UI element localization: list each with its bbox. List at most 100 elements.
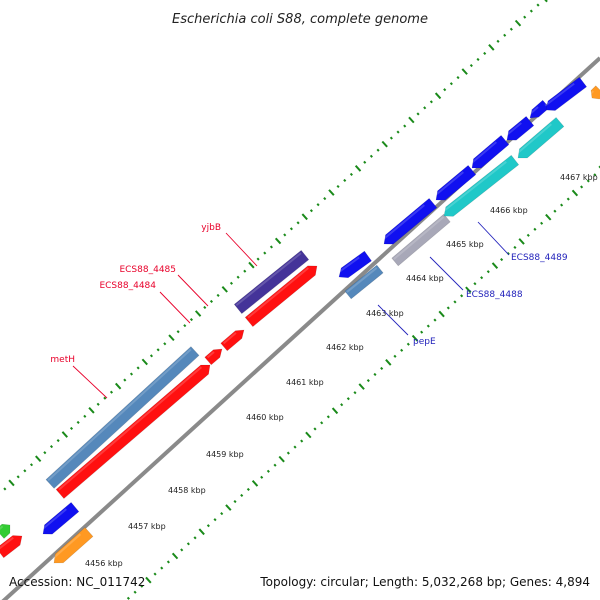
outer-ring-tick: [189, 318, 194, 322]
blue-gene-feature-3: [471, 135, 510, 169]
blue-gene-feature-1: [42, 501, 80, 535]
inner-ring-tick: [571, 189, 579, 197]
outer-ring-tick: [23, 469, 27, 473]
inner-ring-tick: [166, 560, 170, 564]
outer-ring-tick: [114, 382, 122, 390]
inner-ring-tick: [385, 359, 392, 366]
outer-ring-tick: [3, 487, 7, 491]
ECS88_4489-gene-feature: [443, 154, 520, 217]
gene-label: yjbB: [201, 223, 221, 233]
accession-text: Accession: NC_011742: [9, 575, 145, 589]
outer-ring-tick: [203, 305, 207, 310]
green-gene-feature-highlight: [0, 525, 4, 530]
ECS88_4489-gene-feature-highlight: [442, 161, 507, 213]
ECS88_4484-gene-feature-highlight: [206, 351, 215, 359]
outer-ring-tick: [183, 324, 187, 328]
outer-ring-tick: [163, 342, 167, 346]
outer-ring-tick: [289, 227, 293, 231]
blue-gene-feature-3-highlight: [470, 141, 497, 165]
inner-ring-tick: [180, 548, 184, 552]
outer-ring-tick: [248, 261, 255, 269]
inner-ring-tick: [400, 348, 404, 352]
outer-ring-tick: [449, 82, 453, 86]
ECS88_4484-gene-feature: [204, 348, 223, 366]
outer-ring-tick: [469, 63, 473, 68]
outer-ring-tick: [456, 76, 460, 80]
gene-label-leader: [477, 221, 510, 256]
outer-ring-tick: [16, 475, 20, 479]
outer-ring-tick: [209, 299, 214, 303]
cyan-gene-feature-2: [517, 117, 565, 159]
inner-ring-tick: [340, 403, 344, 407]
outer-ring-tick: [109, 390, 114, 394]
inner-ring-tick: [246, 487, 250, 491]
gene-label: pepE: [413, 337, 436, 347]
gene-label: metH: [50, 355, 75, 365]
inner-ring-tick: [353, 391, 357, 395]
metH-cds-feature: [45, 346, 200, 489]
inner-ring-tick: [213, 518, 217, 522]
inner-ring-tick: [198, 528, 205, 536]
metH-gene-feature-highlight: [58, 366, 202, 491]
outer-ring-tick: [274, 237, 282, 245]
gene-label: ECS88_4488: [466, 290, 523, 300]
inner-ring-tick: [506, 251, 510, 256]
outer-ring-tick: [349, 172, 353, 176]
inner-ring-tick: [426, 324, 430, 328]
outer-ring-tick: [461, 68, 468, 75]
inner-ring-tick: [133, 590, 137, 594]
inner-ring-tick: [560, 203, 564, 207]
blue-gene-feature-2: [435, 164, 477, 201]
outer-ring-tick: [136, 366, 140, 370]
inner-ring-tick: [293, 445, 297, 449]
inner-ring-tick: [240, 493, 244, 498]
ECS88_4488-gene-feature: [383, 197, 438, 245]
inner-ring-tick: [393, 354, 397, 358]
outer-ring-tick: [35, 455, 42, 463]
ECS88_4488-cds-feature-highlight: [393, 216, 445, 260]
inner-ring-tick: [186, 542, 190, 546]
kbp-tick-label: 4463 kbp: [366, 309, 404, 318]
inner-ring-tick: [225, 504, 232, 511]
outer-ring-tick: [269, 245, 273, 249]
kbp-tick-label: 4458 kbp: [168, 486, 206, 495]
gene-label-leader: [377, 304, 409, 336]
inner-ring-tick: [433, 318, 437, 322]
kbp-tick-label: 4465 kbp: [446, 240, 484, 249]
inner-ring-tick: [286, 451, 290, 455]
outer-ring-tick: [8, 479, 15, 487]
outer-ring-tick: [216, 293, 220, 297]
metH-cds-feature-highlight: [47, 348, 192, 482]
inner-ring-tick: [233, 499, 237, 504]
outer-ring-tick: [56, 438, 60, 443]
outer-ring-tick: [476, 57, 480, 62]
outer-ring-tick: [343, 178, 347, 183]
map-title: Escherichia coli S88, complete genome: [172, 12, 428, 27]
inner-ring-tick: [160, 566, 164, 570]
gene-label: ECS88_4489: [511, 253, 568, 263]
inner-ring-tick: [140, 584, 144, 588]
inner-ring-tick: [193, 536, 197, 540]
inner-ring-tick: [486, 270, 490, 274]
blue-gene-feature-5-highlight: [528, 106, 539, 116]
inner-ring-tick: [526, 233, 530, 237]
gene-labels: metH ECS88_4484 ECS88_4485 yjbB pepE ECS88_44…: [50, 221, 568, 399]
outer-ring-tick: [434, 92, 442, 100]
outer-ring-tick: [514, 19, 522, 27]
inner-ring-tick: [313, 427, 317, 431]
inner-ring-tick: [266, 469, 270, 473]
blue-gene-feature-5: [529, 99, 550, 119]
outer-ring-tick: [369, 154, 373, 158]
inner-ring-tick: [153, 572, 157, 576]
inner-ring-tick: [145, 576, 152, 584]
blue-gene-feature-2-highlight: [434, 171, 464, 197]
outer-ring-tick: [256, 257, 260, 261]
outer-ring-tick: [376, 148, 380, 152]
cyan-gene-feature-2-highlight: [516, 123, 552, 155]
blue-gene-feature-6: [545, 76, 588, 111]
inner-ring-tick: [406, 342, 410, 346]
outer-ring-tick: [283, 233, 287, 237]
yjbB-cds-feature-highlight: [235, 252, 302, 307]
outer-ring-tick: [536, 3, 540, 7]
